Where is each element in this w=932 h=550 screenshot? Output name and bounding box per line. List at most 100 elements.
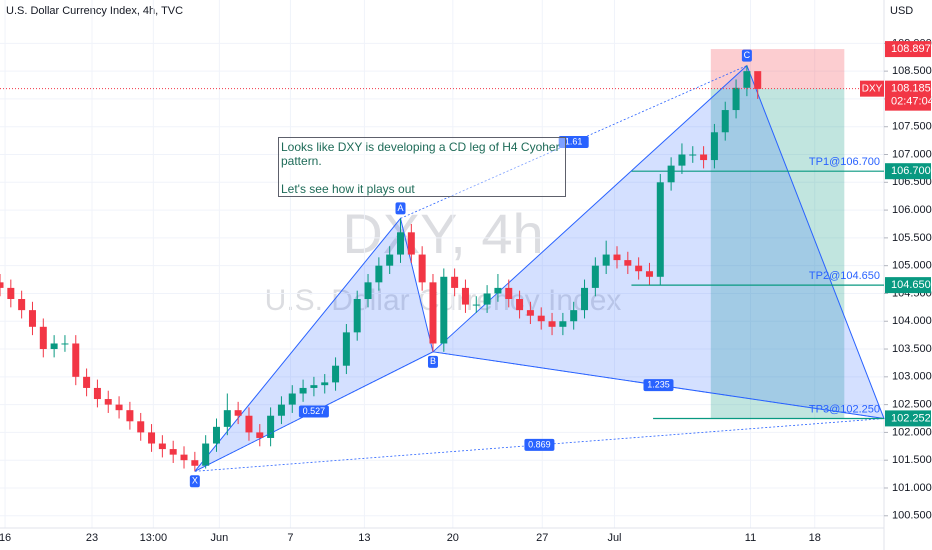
pivot-badge bbox=[427, 355, 438, 368]
candle-body bbox=[137, 421, 145, 433]
y-tick-label: 106.500 bbox=[892, 176, 932, 188]
y-tick-label: 102.500 bbox=[892, 399, 932, 411]
candle-body bbox=[397, 232, 405, 255]
pivot-label: X bbox=[192, 476, 198, 486]
y-tick-label: 105.000 bbox=[892, 260, 932, 272]
candle-body bbox=[375, 265, 383, 283]
ratio-badge bbox=[643, 379, 674, 392]
last-price-badge bbox=[885, 80, 931, 111]
candle-body bbox=[689, 154, 697, 156]
candle-body bbox=[710, 132, 718, 161]
pivot-label: A bbox=[397, 203, 403, 213]
y-tick-label: 108.500 bbox=[892, 65, 932, 77]
candle-body bbox=[83, 376, 91, 388]
note-text: Let's see how it plays out bbox=[281, 182, 415, 196]
x-tick-label: 27 bbox=[536, 532, 548, 544]
candle-body bbox=[440, 276, 448, 344]
x-tick-label: 11 bbox=[745, 532, 756, 544]
price-badge bbox=[885, 41, 931, 58]
countdown: 02:47:04 bbox=[891, 96, 932, 108]
symbol-badge bbox=[860, 80, 884, 97]
candle-body bbox=[364, 282, 372, 300]
candle-body bbox=[223, 410, 231, 427]
x-tick-label: 16 bbox=[0, 532, 11, 544]
price-badge bbox=[885, 410, 931, 427]
x-tick-label: Jul bbox=[607, 532, 621, 544]
y-tick-label: 102.000 bbox=[892, 426, 932, 438]
x-tick-label: Jun bbox=[211, 532, 229, 544]
candle-body bbox=[61, 343, 69, 345]
candle-body bbox=[148, 432, 156, 444]
x-tick-label: 20 bbox=[447, 532, 459, 544]
candle-body bbox=[288, 393, 296, 405]
chart-title: U.S. Dollar Currency Index, 4h, TVC bbox=[6, 5, 183, 17]
pivot-label: C bbox=[744, 50, 751, 60]
candle-body bbox=[267, 415, 275, 438]
y-tick-label: 101.500 bbox=[892, 454, 932, 466]
candle-body bbox=[700, 154, 708, 161]
y-tick-label: 105.500 bbox=[892, 232, 932, 244]
ratio-badge bbox=[558, 136, 589, 149]
pivot-badge bbox=[395, 202, 406, 215]
ratio-label: 0.869 bbox=[528, 439, 551, 449]
candle-body bbox=[537, 315, 545, 322]
candle-body bbox=[678, 154, 686, 166]
candle-body bbox=[505, 287, 513, 300]
candle-body bbox=[93, 387, 101, 400]
candle-body bbox=[191, 460, 199, 466]
target-label: TP2@104.650 bbox=[809, 270, 880, 282]
candle-body bbox=[28, 310, 36, 327]
candle-body bbox=[169, 449, 177, 455]
pivot-label: B bbox=[430, 356, 436, 366]
candle-body bbox=[624, 260, 632, 266]
pattern-leg bbox=[194, 217, 434, 472]
candle-body bbox=[310, 385, 318, 388]
candle-body bbox=[548, 321, 556, 327]
price-badge bbox=[885, 163, 931, 180]
candle-body bbox=[559, 321, 567, 327]
y-tick-label: 106.000 bbox=[892, 204, 932, 216]
candle-body bbox=[72, 343, 80, 377]
candle-body bbox=[635, 265, 643, 272]
x-tick-label: 13:00 bbox=[140, 532, 168, 544]
candle-body bbox=[212, 426, 220, 444]
candle-body bbox=[591, 265, 599, 288]
candle-body bbox=[645, 271, 653, 277]
candle-body bbox=[321, 382, 329, 386]
x-tick-label: 7 bbox=[287, 532, 293, 544]
target-label: TP1@106.700 bbox=[809, 156, 880, 168]
candle-body bbox=[342, 332, 350, 366]
candle-body bbox=[570, 310, 578, 322]
candle-body bbox=[353, 299, 361, 333]
y-tick-label: 104.000 bbox=[892, 315, 932, 327]
ratio-label: 1.61 bbox=[565, 136, 583, 146]
candle-body bbox=[234, 410, 242, 416]
candle-body bbox=[126, 410, 134, 422]
candle-body bbox=[526, 310, 534, 316]
candle-body bbox=[451, 276, 459, 288]
symbol-label: DXY bbox=[862, 83, 883, 94]
candle-body bbox=[18, 299, 26, 311]
ratio-label: 1.235 bbox=[647, 380, 670, 390]
candle-body bbox=[0, 282, 4, 288]
candle-body bbox=[418, 254, 426, 283]
y-tick-label: 107.000 bbox=[892, 148, 932, 160]
candle-body bbox=[158, 443, 166, 450]
candle-body bbox=[245, 415, 253, 433]
candle-body bbox=[202, 443, 210, 466]
ratio-badge bbox=[298, 405, 329, 418]
candle-body bbox=[39, 326, 47, 350]
ratio-label: 0.527 bbox=[303, 406, 326, 416]
x-tick-label: 23 bbox=[86, 532, 98, 544]
watermark: DXY, 4h bbox=[342, 202, 543, 265]
x-tick-label: 13 bbox=[358, 532, 370, 544]
price-badge-label: 108.897 bbox=[891, 43, 931, 55]
pivot-badge bbox=[741, 49, 752, 62]
candle-body bbox=[429, 282, 437, 344]
candle-body bbox=[602, 254, 610, 266]
candle-body bbox=[721, 110, 729, 133]
y-tick-label: 103.000 bbox=[892, 371, 932, 383]
price-badge-label: 104.650 bbox=[891, 279, 931, 291]
